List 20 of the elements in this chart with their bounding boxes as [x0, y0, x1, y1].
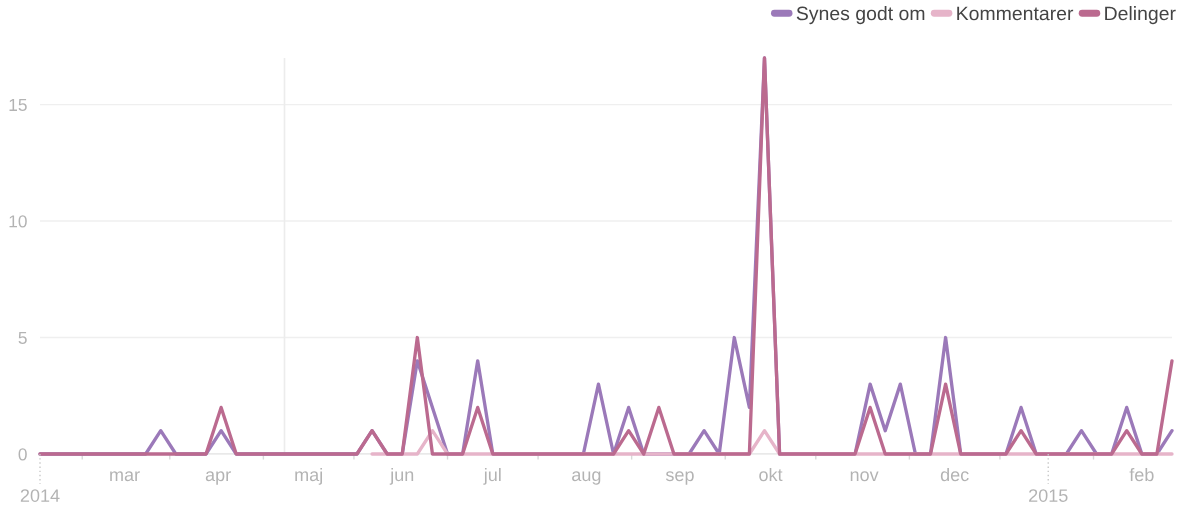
x2-tick-label: 2014 — [20, 489, 60, 502]
x-tick-label: mar — [110, 471, 140, 482]
x-tick-label: maj — [295, 467, 322, 485]
x-tick-label: sep — [665, 471, 694, 485]
x-tick-label: jun — [389, 467, 414, 485]
x-tick-label: okt — [759, 467, 783, 482]
x-tick-label: nov — [850, 471, 879, 482]
x-tick-label: apr — [205, 471, 231, 485]
x-tick-label: jul — [483, 467, 501, 485]
legend-label: Synes godt om — [796, 6, 925, 25]
x-tick-label: aug — [572, 471, 601, 485]
legend-label: Delinger — [1105, 6, 1176, 25]
y-tick-label: 10 — [9, 215, 27, 228]
legend-label: Kommentarer — [957, 6, 1074, 21]
x2-tick-label: 2015 — [1029, 489, 1068, 502]
x-tick-label: dec — [940, 467, 969, 482]
y-tick-label: 0 — [18, 448, 27, 461]
y-tick-label: 15 — [9, 98, 27, 112]
x-tick-label: feb — [1129, 467, 1154, 482]
y-tick-label: 5 — [18, 331, 27, 344]
